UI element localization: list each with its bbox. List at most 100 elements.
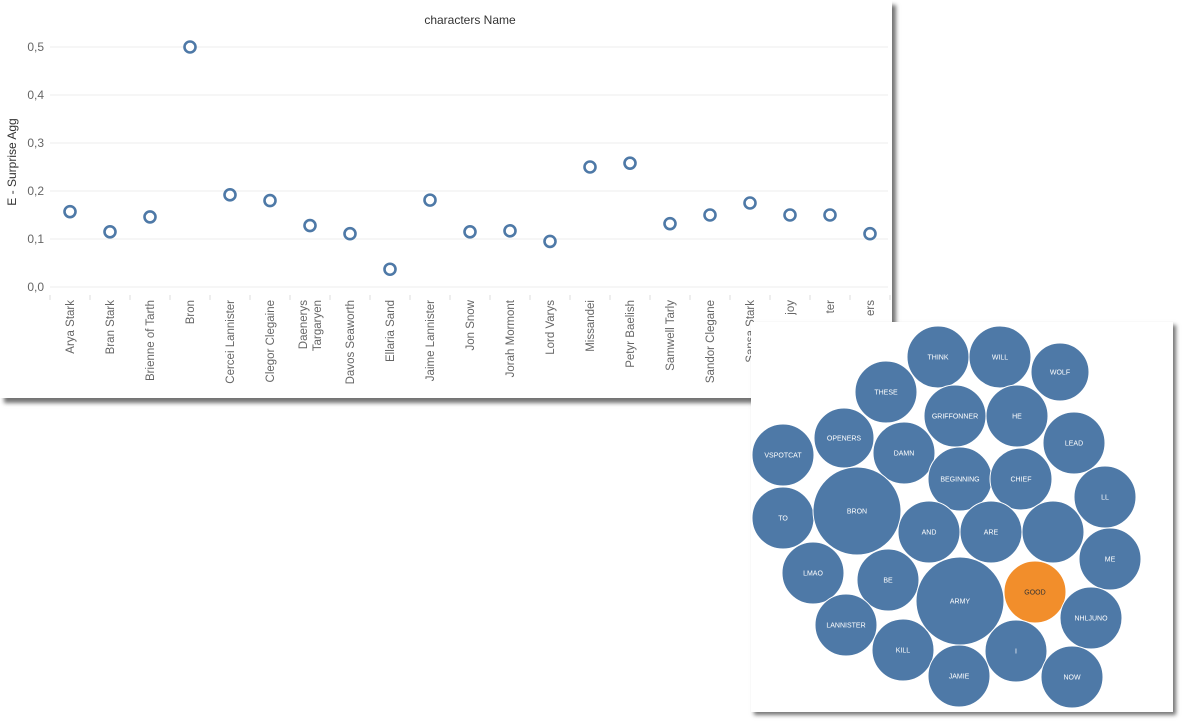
bubble[interactable]: THINK xyxy=(906,325,970,389)
data-point[interactable] xyxy=(743,196,757,210)
bubble-circle[interactable] xyxy=(1030,342,1090,402)
y-axis-label: E - Surprise Agg xyxy=(5,118,19,205)
data-point[interactable] xyxy=(103,225,117,239)
bubble-label: JAMIE xyxy=(949,674,970,681)
bubble-circle[interactable] xyxy=(1078,527,1142,591)
bubble-label: THESE xyxy=(874,390,898,397)
bubble[interactable]: ARE xyxy=(959,500,1023,564)
data-point[interactable] xyxy=(503,224,517,238)
bubble[interactable]: CHIEF xyxy=(989,447,1053,511)
data-point[interactable] xyxy=(143,210,157,224)
bubble[interactable]: LMAO xyxy=(781,541,845,605)
data-point[interactable] xyxy=(823,208,837,222)
bubble[interactable]: TO xyxy=(751,486,815,550)
data-point[interactable] xyxy=(863,226,877,241)
bubble-circle[interactable] xyxy=(856,548,920,612)
data-point[interactable] xyxy=(463,225,477,239)
bubble-circle[interactable] xyxy=(1021,500,1085,564)
bubble-circle[interactable] xyxy=(1040,645,1104,709)
bubble-label: ME xyxy=(1105,557,1116,564)
bubble[interactable]: VSPOTCAT xyxy=(751,423,815,487)
y-tick-label: 0,5 xyxy=(27,40,44,54)
bubble[interactable]: BE xyxy=(856,548,920,612)
bubble-label: LEAD xyxy=(1065,441,1083,448)
data-point[interactable] xyxy=(783,208,797,222)
bubble-label: VSPOTCAT xyxy=(764,453,802,460)
data-point[interactable] xyxy=(183,40,197,54)
bubble[interactable]: NOW xyxy=(1040,645,1104,709)
x-tick-label: Davos Seaworth xyxy=(345,300,357,384)
data-point[interactable] xyxy=(543,234,557,249)
bubble-label: LMAO xyxy=(803,571,823,578)
bubble-label: WOLF xyxy=(1050,370,1070,377)
bubble-circle[interactable] xyxy=(927,644,991,708)
data-point[interactable] xyxy=(583,160,597,174)
bubble-circle[interactable] xyxy=(781,541,845,605)
bubble-label: TO xyxy=(778,516,788,523)
bubble-label: GRIFFONNER xyxy=(932,414,978,421)
bubble-label: BE xyxy=(883,578,893,585)
bubble-circle[interactable] xyxy=(989,447,1053,511)
data-point[interactable] xyxy=(63,204,77,219)
bubble[interactable]: ME xyxy=(1078,527,1142,591)
bubble-circle[interactable] xyxy=(871,618,935,682)
bubble[interactable]: JAMIE xyxy=(927,644,991,708)
x-tick-label: Bran Stark xyxy=(105,300,117,355)
bubble-label: WILL xyxy=(992,355,1008,362)
data-point[interactable] xyxy=(383,262,397,277)
x-tick-label: Petyr Baelish xyxy=(625,300,637,368)
x-tick-label: Clegor Clegaine xyxy=(265,300,277,382)
bubble-label: ARMY xyxy=(950,599,971,606)
x-tick-label: Cercei Lannister xyxy=(225,300,237,384)
bubble-label: KILL xyxy=(896,648,911,655)
bubble[interactable]: LL xyxy=(1073,465,1137,529)
bubble-label: BRON xyxy=(847,509,867,516)
bubble[interactable]: LANNISTER xyxy=(814,593,878,657)
bubble-circle[interactable] xyxy=(1042,411,1106,475)
bubble-circle[interactable] xyxy=(812,466,902,556)
bubble[interactable]: ARMY xyxy=(915,556,1005,646)
y-tick-label: 0,1 xyxy=(27,232,44,246)
bubble-circle[interactable] xyxy=(872,421,936,485)
data-point[interactable] xyxy=(343,226,357,241)
bubble-circle[interactable] xyxy=(1059,586,1123,650)
bubble[interactable]: WOLF xyxy=(1030,342,1090,402)
bubble-label: BEGINNING xyxy=(940,477,979,484)
bubble[interactable]: GRIFFONNER xyxy=(923,384,987,448)
data-point[interactable] xyxy=(223,188,237,202)
data-point[interactable] xyxy=(263,193,277,208)
x-tick-label: Jon Snow xyxy=(465,299,477,350)
data-point[interactable] xyxy=(663,216,677,231)
bubble[interactable]: THESE xyxy=(854,360,918,424)
bubble-label: NHLJUNO xyxy=(1074,616,1108,623)
bubble-circle[interactable] xyxy=(751,423,815,487)
bubble-circle[interactable] xyxy=(1003,560,1067,624)
bubble-circle[interactable] xyxy=(985,384,1049,448)
data-point[interactable] xyxy=(423,193,437,207)
data-point[interactable] xyxy=(303,218,317,233)
x-tick-label: Daenerys xyxy=(298,300,310,349)
bubble[interactable]: I xyxy=(984,619,1048,683)
bubble[interactable]: AND xyxy=(897,500,961,564)
bubble[interactable]: GOOD xyxy=(1003,560,1067,624)
data-point[interactable] xyxy=(623,156,637,170)
bubble[interactable] xyxy=(1021,500,1085,564)
bubble-circle[interactable] xyxy=(968,325,1032,389)
bubble-label: THINK xyxy=(928,355,949,362)
x-tick-label: Jaime Lannister xyxy=(425,300,437,381)
bubble[interactable]: BRON xyxy=(812,466,902,556)
bubble[interactable]: LEAD xyxy=(1042,411,1106,475)
bubble-circle[interactable] xyxy=(813,407,875,469)
bubble-circle[interactable] xyxy=(814,593,878,657)
bubble-circle[interactable] xyxy=(854,360,918,424)
data-point[interactable] xyxy=(703,208,717,222)
bubble[interactable]: HE xyxy=(985,384,1049,448)
bubble[interactable]: DAMN xyxy=(872,421,936,485)
bubble[interactable]: OPENERS xyxy=(813,407,875,469)
bubble[interactable]: BEGINNING xyxy=(927,446,993,512)
bubble-label: HE xyxy=(1012,414,1022,421)
bubble[interactable]: KILL xyxy=(871,618,935,682)
bubble-circle[interactable] xyxy=(984,619,1048,683)
bubble[interactable]: WILL xyxy=(968,325,1032,389)
bubble[interactable]: NHLJUNO xyxy=(1059,586,1123,650)
